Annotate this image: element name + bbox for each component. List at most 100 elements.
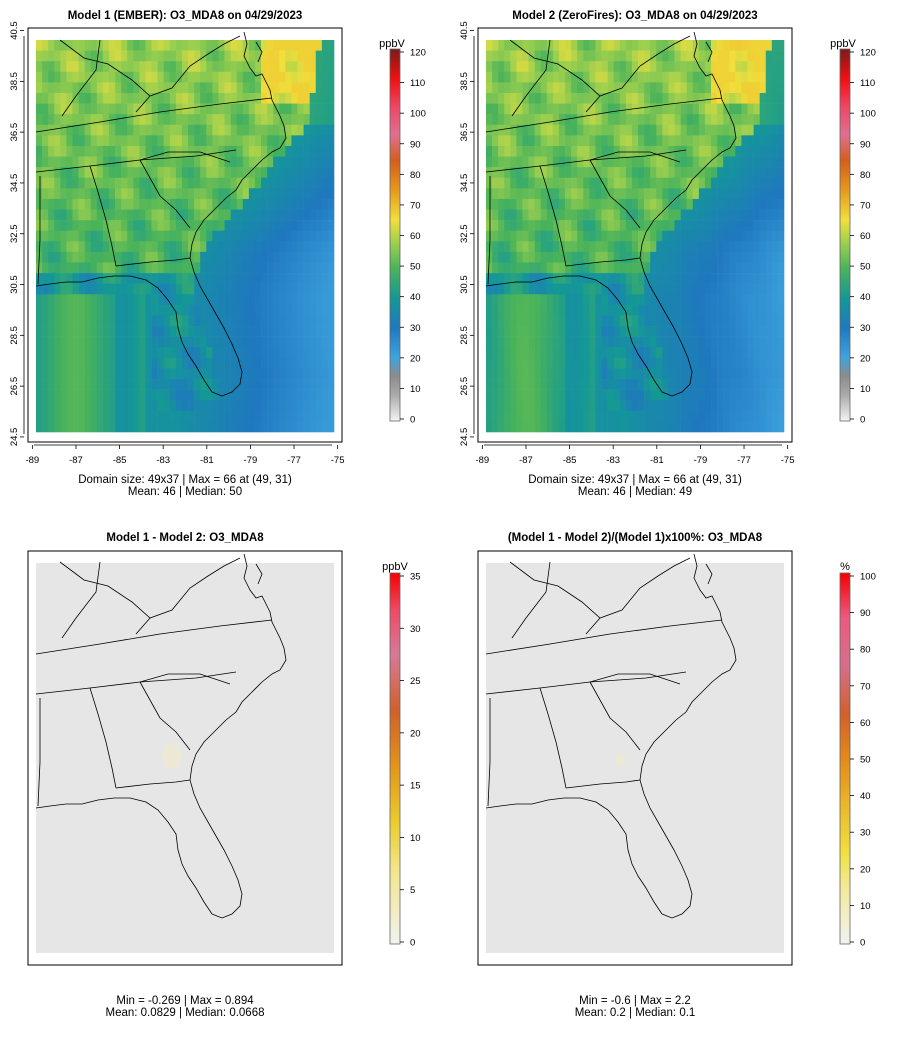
- grid-cell: [60, 230, 67, 242]
- grid-cell: [644, 220, 651, 231]
- grid-cell: [552, 315, 560, 327]
- grid-cell: [546, 209, 554, 221]
- grid-cell: [723, 198, 730, 210]
- grid-cell: [753, 177, 760, 189]
- grid-cell: [303, 262, 310, 274]
- grid-cell: [686, 103, 694, 115]
- grid-cell: [315, 294, 323, 306]
- grid-cell: [96, 209, 104, 221]
- grid-cell: [674, 283, 681, 295]
- grid-cell: [242, 251, 250, 263]
- colorbar-tick-label: 50: [860, 262, 871, 273]
- grid-cell: [133, 262, 140, 274]
- grid-cell: [717, 410, 724, 422]
- grid-cell: [698, 209, 706, 221]
- grid-cell: [522, 103, 529, 115]
- grid-cell: [607, 273, 615, 284]
- grid-cell: [650, 421, 657, 433]
- grid-cell: [115, 336, 122, 348]
- grid-cell: [589, 61, 596, 73]
- grid-cell: [42, 167, 49, 179]
- grid-cell: [248, 188, 256, 200]
- grid-cell: [230, 50, 237, 62]
- grid-cell: [656, 357, 663, 369]
- grid-cell: [698, 40, 706, 51]
- grid-cell: [261, 177, 268, 189]
- grid-cell: [711, 145, 718, 157]
- grid-cell: [133, 177, 140, 189]
- percent-field: [486, 563, 784, 953]
- grid-cell: [631, 188, 639, 200]
- grid-cell: [163, 145, 171, 157]
- grid-cell: [668, 92, 675, 104]
- grid-cell: [139, 114, 146, 126]
- grid-cell: [188, 262, 195, 274]
- grid-cell: [54, 50, 61, 62]
- grid-cell: [717, 326, 724, 337]
- grid-cell: [242, 156, 250, 168]
- grid-cell: [66, 103, 73, 115]
- grid-cell: [224, 241, 231, 253]
- grid-cell: [777, 61, 785, 73]
- grid-cell: [638, 315, 645, 327]
- grid-cell: [194, 145, 201, 157]
- grid-cell: [212, 357, 219, 369]
- grid-cell: [723, 421, 730, 433]
- boundary-line: [511, 561, 551, 639]
- grid-cell: [175, 336, 183, 348]
- colorbar-tick-label: 30: [860, 828, 871, 839]
- grid-cell: [48, 82, 55, 94]
- grid-cell: [528, 209, 535, 221]
- grid-cell: [595, 92, 602, 104]
- grid-cell: [656, 135, 663, 147]
- grid-cell: [194, 61, 201, 73]
- grid-cell: [242, 315, 250, 327]
- grid-cell: [139, 273, 146, 284]
- grid-cell: [668, 145, 675, 157]
- grid-cell: [571, 304, 578, 316]
- colorbar-tick-label: 0: [410, 415, 415, 426]
- grid-cell: [723, 92, 730, 104]
- grid-cell: [163, 283, 171, 295]
- grid-cell: [90, 368, 98, 380]
- grid-cell: [546, 188, 554, 200]
- grid-cell: [656, 177, 663, 189]
- grid-cell: [127, 336, 134, 348]
- grid-cell: [194, 347, 201, 359]
- grid-cell: [236, 114, 244, 126]
- grid-cell: [753, 283, 760, 295]
- y-tick-label: 32.5: [459, 224, 470, 243]
- grid-cell: [777, 198, 785, 210]
- grid-cell: [656, 82, 663, 94]
- grid-cell: [279, 283, 286, 295]
- grid-cell: [206, 251, 213, 263]
- grid-cell: [181, 347, 189, 359]
- grid-cell: [169, 177, 177, 189]
- grid-cell: [692, 167, 700, 179]
- grid-cell: [753, 357, 760, 369]
- grid-cell: [644, 198, 651, 210]
- grid-cell: [558, 209, 566, 221]
- grid-cell: [127, 156, 134, 168]
- grid-cell: [680, 230, 687, 242]
- grid-cell: [157, 294, 165, 306]
- grid-cell: [224, 61, 231, 73]
- grid-cell: [303, 357, 310, 369]
- grid-cell: [571, 103, 578, 115]
- grid-cell: [72, 357, 79, 369]
- grid-cell: [66, 220, 73, 231]
- grid-cell: [36, 103, 43, 115]
- grid-cell: [771, 326, 779, 337]
- colorbar-units: ppbV: [382, 561, 408, 573]
- grid-cell: [133, 347, 140, 359]
- grid-cell: [565, 304, 572, 316]
- grid-cell: [650, 400, 657, 412]
- grid-cell: [236, 421, 244, 433]
- grid-cell: [248, 177, 256, 189]
- boundary-line: [37, 176, 41, 285]
- grid-cell: [194, 177, 201, 189]
- grid-cell: [717, 135, 724, 147]
- boundary-line: [485, 275, 663, 393]
- grid-cell: [66, 251, 73, 263]
- grid-cell: [498, 177, 505, 189]
